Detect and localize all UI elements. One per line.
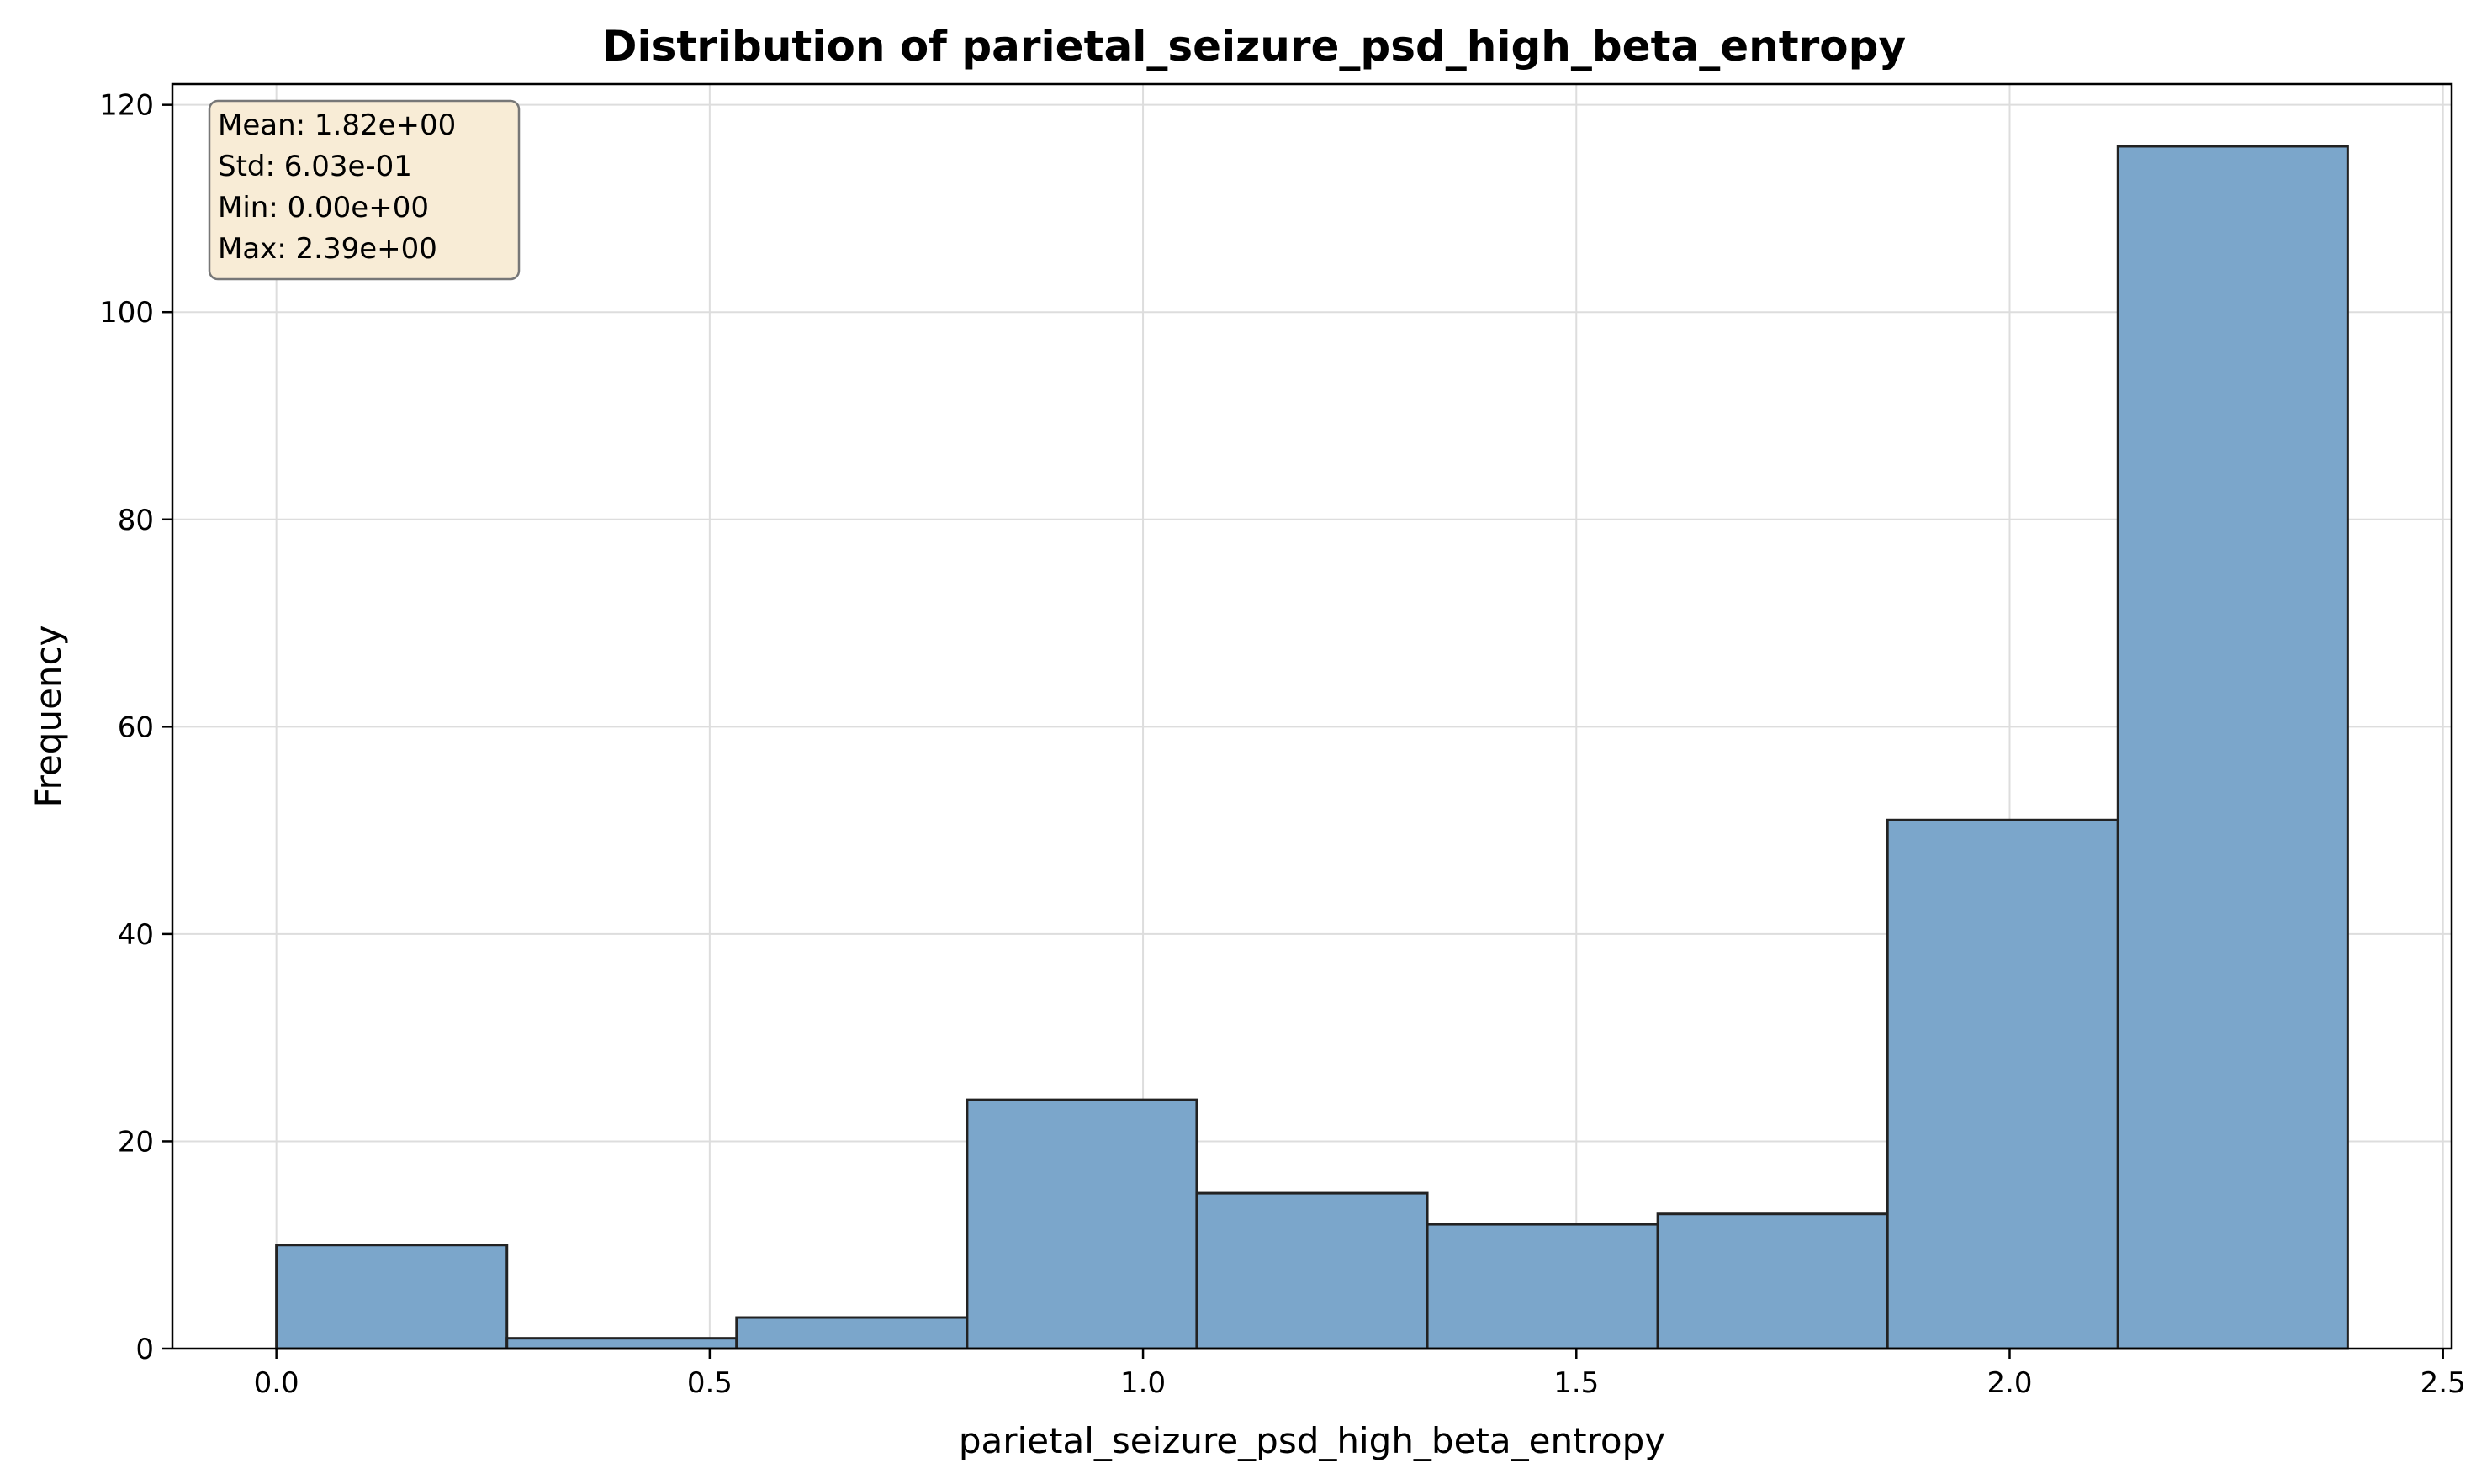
stats-min: Min: 0.00e+00 xyxy=(218,191,429,224)
histogram-bar xyxy=(1656,1212,1889,1350)
histogram-bar xyxy=(1195,1191,1429,1350)
y-tick-label: 120 xyxy=(99,89,154,123)
x-tick-label: 1.0 xyxy=(1120,1366,1166,1400)
histogram-bars xyxy=(275,145,2349,1350)
x-tick-label: 0.5 xyxy=(687,1366,733,1400)
y-tick-label: 40 xyxy=(118,918,154,952)
stats-box-background xyxy=(208,99,521,281)
histogram-bar xyxy=(275,1244,509,1350)
histogram-bar xyxy=(735,1316,969,1350)
y-tick-label: 20 xyxy=(118,1125,154,1159)
chart-title: Distribution of parietal_seizure_psd_hig… xyxy=(602,22,1906,71)
histogram-bar xyxy=(966,1098,1198,1350)
stats-std: Std: 6.03e-01 xyxy=(218,150,412,183)
x-tick-label: 0.0 xyxy=(254,1366,299,1400)
y-tick-label: 100 xyxy=(99,296,154,330)
y-tick-label: 80 xyxy=(118,504,154,537)
y-axis-title: Frequency xyxy=(28,626,69,808)
x-tick-label: 2.5 xyxy=(2421,1366,2466,1400)
x-axis-title: parietal_seizure_psd_high_beta_entropy xyxy=(959,1420,1665,1461)
stats-box: Mean: 1.82e+00 Std: 6.03e-01 Min: 0.00e+… xyxy=(208,99,521,281)
x-tick-label: 1.5 xyxy=(1553,1366,1599,1400)
axis-ticks: 0.0 0.5 1.0 1.5 2.0 2.5 0 20 40 60 80 100 120 xyxy=(99,89,2466,1400)
histogram-bar xyxy=(2116,145,2349,1350)
y-tick-label: 0 xyxy=(135,1333,154,1366)
histogram-bar xyxy=(505,1337,738,1350)
stats-max: Max: 2.39e+00 xyxy=(218,232,437,266)
histogram-bar xyxy=(1426,1223,1659,1350)
stats-mean: Mean: 1.82e+00 xyxy=(218,108,456,142)
x-tick-label: 2.0 xyxy=(1987,1366,2032,1400)
plot-frame xyxy=(171,82,2453,1350)
y-tick-label: 60 xyxy=(118,710,154,744)
histogram-bar xyxy=(1886,818,2119,1350)
